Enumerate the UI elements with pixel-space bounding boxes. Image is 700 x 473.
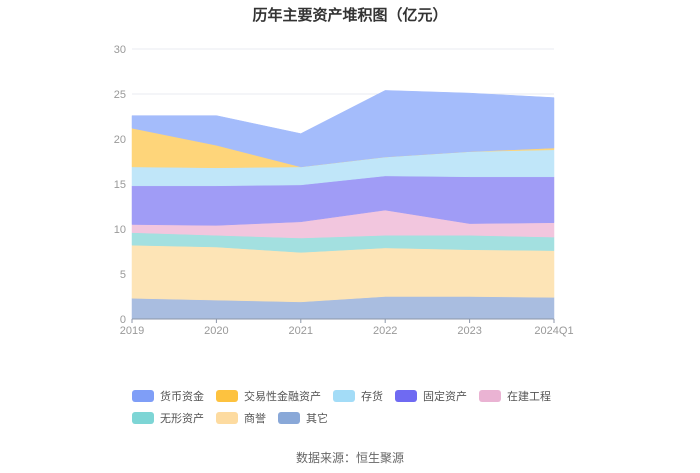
y-tick-label: 30 xyxy=(114,44,126,56)
x-tick-label: 2022 xyxy=(373,325,397,337)
y-tick-label: 10 xyxy=(114,224,126,236)
x-tick-label: 2024Q1 xyxy=(534,325,573,337)
legend-swatch xyxy=(132,390,154,402)
legend-item-other[interactable]: 其它 xyxy=(278,411,328,425)
legend-item-fixed-assets[interactable]: 固定资产 xyxy=(395,389,467,403)
legend-label: 其它 xyxy=(306,413,328,425)
legend-label: 在建工程 xyxy=(507,391,551,403)
legend-label: 交易性金融资产 xyxy=(244,391,321,403)
x-tick-label: 2019 xyxy=(120,325,144,337)
legend-item-trading-financial-assets[interactable]: 交易性金融资产 xyxy=(216,389,321,403)
area-series[interactable] xyxy=(131,244,555,303)
y-tick-label: 5 xyxy=(120,269,126,281)
data-source: 数据来源：恒生聚源 xyxy=(295,451,404,465)
x-tick-label: 2020 xyxy=(204,325,228,337)
legend-swatch xyxy=(132,412,154,424)
y-tick-label: 25 xyxy=(114,89,126,101)
legend-item-intangible-assets[interactable]: 无形资产 xyxy=(132,411,204,425)
legend-label: 无形资产 xyxy=(160,413,204,425)
legend-swatch xyxy=(479,390,501,402)
legend-label: 存货 xyxy=(361,391,383,403)
chart-title: 历年主要资产堆积图（亿元） xyxy=(252,7,448,24)
legend-item-inventory[interactable]: 存货 xyxy=(333,389,383,403)
legend-swatch xyxy=(216,390,238,402)
legend-swatch xyxy=(278,412,300,424)
area-series[interactable] xyxy=(131,90,555,168)
legend-item-construction-in-progress[interactable]: 在建工程 xyxy=(479,389,551,403)
legend-item-goodwill[interactable]: 商誉 xyxy=(216,411,266,425)
legend-swatch xyxy=(216,412,238,424)
legend-swatch xyxy=(333,390,355,402)
x-tick-label: 2021 xyxy=(289,325,313,337)
legend-label: 固定资产 xyxy=(423,391,467,403)
stacked-area-chart: 0 5 10 15 20 25 30 2019 2020 2021 2022 2023 2024Q1 xyxy=(114,44,574,337)
y-tick-label: 15 xyxy=(114,179,126,191)
y-tick-label: 0 xyxy=(120,314,126,326)
legend-item-cash[interactable]: 货币资金 xyxy=(132,389,204,403)
legend-label: 货币资金 xyxy=(160,391,204,403)
y-tick-label: 20 xyxy=(114,134,126,146)
legend-swatch xyxy=(395,390,417,402)
x-tick-label: 2023 xyxy=(457,325,481,337)
legend-label: 商誉 xyxy=(244,413,266,425)
legend: 货币资金 交易性金融资产 存货 固定资产 在建工程 无形资产 商誉 其它 xyxy=(132,389,592,425)
